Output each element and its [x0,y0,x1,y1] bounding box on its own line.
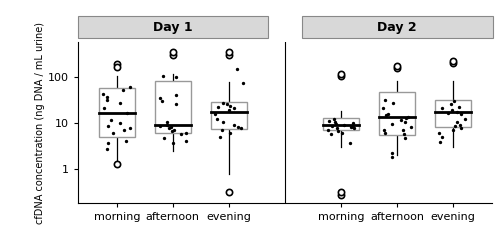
Bar [379,92,416,135]
Bar [435,100,472,126]
FancyBboxPatch shape [302,16,492,38]
Text: Day 1: Day 1 [153,21,192,34]
Y-axis label: cfDNA concentration (ng DNA / mL urine): cfDNA concentration (ng DNA / mL urine) [34,22,44,223]
Bar [323,118,360,130]
FancyBboxPatch shape [78,16,268,38]
Bar [154,81,191,134]
Text: Day 2: Day 2 [378,21,417,34]
Bar [210,102,247,129]
Bar [98,88,135,137]
